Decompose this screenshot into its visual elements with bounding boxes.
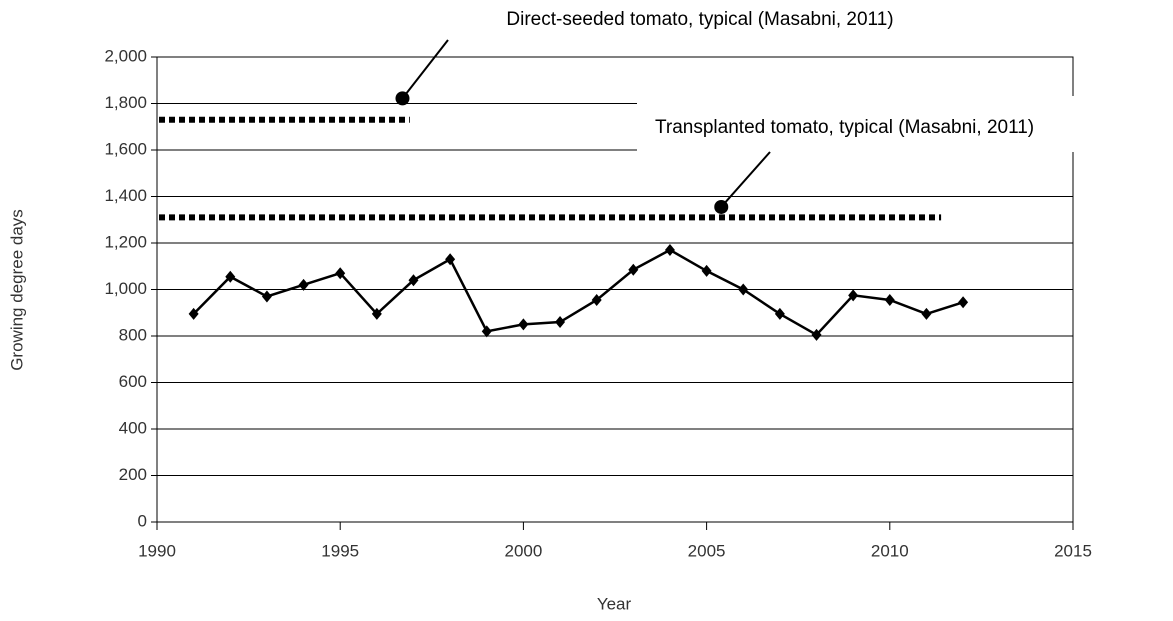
data-point — [774, 307, 785, 320]
data-point — [261, 290, 272, 303]
y-tick-label: 400 — [119, 418, 147, 437]
annotation-marker — [714, 199, 729, 214]
y-tick-label: 600 — [119, 372, 147, 391]
x-tick-label: 1990 — [138, 541, 176, 560]
x-axis-label: Year — [597, 594, 632, 613]
y-tick-label: 200 — [119, 465, 147, 484]
y-tick-label: 2,000 — [104, 46, 147, 65]
annotation-box — [637, 96, 1173, 152]
annotation: Transplanted tomato, typical (Masabni, 2… — [655, 117, 1034, 138]
y-tick-label: 1,400 — [104, 186, 147, 205]
y-axis-label: Growing degree days — [7, 209, 26, 371]
data-point — [555, 316, 566, 329]
data-point — [848, 289, 859, 302]
data-point — [884, 293, 895, 306]
y-tick-label: 0 — [138, 511, 147, 530]
data-point — [701, 264, 712, 277]
data-point — [591, 293, 602, 306]
data-point — [811, 328, 822, 341]
data-point — [445, 253, 456, 266]
data-point — [738, 283, 749, 296]
plot-frame — [156, 56, 1074, 523]
data-point — [921, 307, 932, 320]
x-tick-label: 1995 — [321, 541, 359, 560]
x-tick-label: 2005 — [688, 541, 726, 560]
data-point — [958, 296, 969, 309]
annotation-marker — [395, 91, 410, 106]
y-tick-label: 1,600 — [104, 139, 147, 158]
y-tick-label: 800 — [119, 325, 147, 344]
data-point — [481, 325, 492, 338]
data-point — [298, 278, 309, 291]
leader-line — [401, 39, 449, 99]
x-tick-label: 2015 — [1054, 541, 1092, 560]
data-point — [628, 263, 639, 276]
leader-line — [720, 151, 771, 208]
annotation: Direct-seeded tomato, typical (Masabni, … — [506, 9, 893, 30]
y-tick-label: 1,000 — [104, 279, 147, 298]
y-tick-label: 1,200 — [104, 232, 147, 251]
data-point — [408, 274, 419, 287]
x-tick-label: 2010 — [871, 541, 909, 560]
data-point — [664, 243, 675, 256]
data-point — [371, 307, 382, 320]
data-point — [518, 318, 529, 331]
data-point — [225, 270, 236, 283]
y-tick-label: 1,800 — [104, 93, 147, 112]
data-point — [335, 267, 346, 280]
data-point — [188, 307, 199, 320]
data-line — [192, 248, 964, 337]
x-tick-label: 2000 — [504, 541, 542, 560]
